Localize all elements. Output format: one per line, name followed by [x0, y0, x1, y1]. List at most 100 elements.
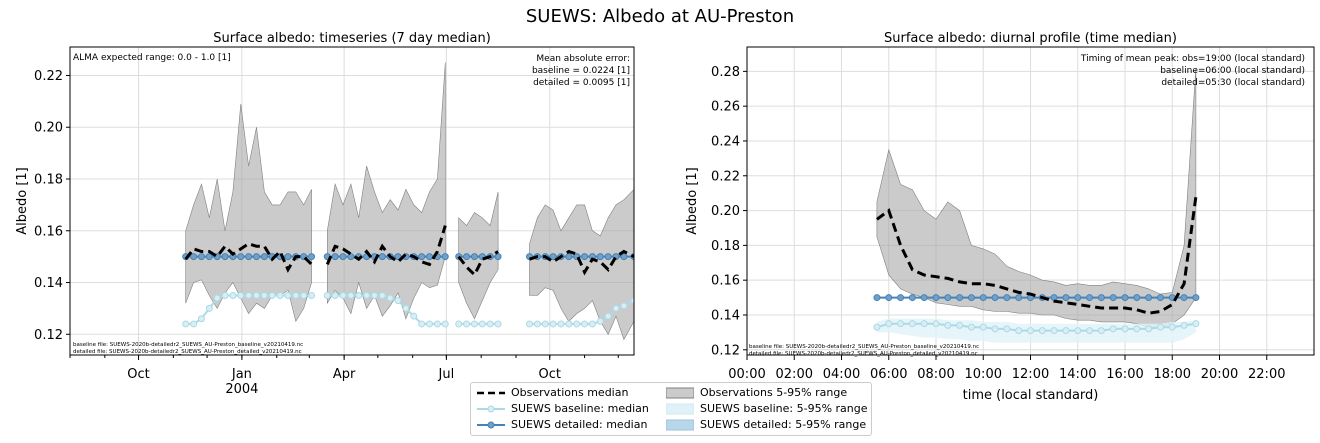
legend: Observations median SUEWS baseline: medi…: [470, 382, 872, 436]
baseline-point: [1027, 327, 1034, 335]
baseline-point: [182, 320, 190, 328]
detailed-point: [253, 253, 261, 261]
detailed-point: [1156, 294, 1164, 302]
x-tick-label: Oct: [127, 367, 149, 382]
x-tick-label: 06:00: [870, 367, 907, 382]
detailed-point: [549, 253, 557, 261]
baseline-point: [378, 291, 386, 299]
x-tick-label: Apr: [333, 367, 356, 382]
file-info-line: detailed file: SUEWS-2020b-detailedr2_SU…: [73, 349, 302, 355]
obs-5-95-range-band: [458, 191, 499, 320]
baseline-point: [410, 312, 418, 320]
peak-timing-annotation-line: Timing of mean peak: obs=19:00 (local st…: [1080, 54, 1305, 64]
detailed-point: [956, 294, 964, 302]
baseline-point: [426, 320, 434, 328]
legend-label-baseline-range: SUEWS baseline: 5-95% range: [700, 402, 868, 415]
detailed-point: [1062, 294, 1070, 302]
detailed-point: [190, 253, 198, 261]
obs-median-line: [457, 250, 499, 278]
baseline-point: [441, 320, 449, 328]
detailed-point: [1145, 294, 1153, 302]
y-tick-label: 0.20: [34, 121, 63, 136]
baseline-point: [630, 297, 634, 305]
baseline-point: [979, 323, 987, 331]
baseline-point: [470, 320, 478, 328]
baseline-point: [386, 294, 394, 302]
legend-swatch-baseline-median: [477, 405, 505, 413]
baseline-point: [486, 320, 494, 328]
detailed-point: [944, 294, 952, 302]
baseline-point: [463, 320, 471, 328]
detailed-point: [932, 294, 940, 302]
detailed-point: [920, 294, 928, 302]
x-tick-label: 16:00: [1106, 367, 1143, 382]
baseline-point: [370, 291, 378, 299]
obs-median-line: [876, 196, 1198, 315]
x-tick-label: 08:00: [917, 367, 954, 382]
baseline-point: [292, 291, 300, 299]
baseline-point: [268, 291, 276, 299]
legend-label-detailed-range: SUEWS detailed: 5-95% range: [700, 418, 867, 431]
baseline-point: [253, 291, 261, 299]
baseline-point: [956, 321, 964, 329]
y-tick-label: 0.22: [711, 169, 740, 184]
baseline-point: [1062, 327, 1070, 335]
baseline-point: [557, 320, 565, 328]
detailed-point: [873, 294, 881, 302]
baseline-point: [1133, 325, 1141, 333]
y-tick-label: 0.26: [711, 100, 740, 115]
baseline-point: [213, 294, 221, 302]
legend-swatch-detailed-median: [477, 421, 505, 429]
obs-median-line: [325, 225, 447, 267]
detailed-point: [426, 253, 434, 261]
diurnal-panel: 0.12 0.14 0.16 0.18 0.20 0.22 0.24 0.26 0.28 00:0…: [685, 31, 1315, 403]
x-tick-label: Jan: [231, 367, 252, 382]
baseline-point: [908, 320, 916, 328]
x-tick-label: 20:00: [1201, 367, 1238, 382]
baseline-point: [1086, 327, 1094, 335]
baseline-point: [885, 320, 893, 328]
baseline-point: [581, 320, 589, 328]
baseline-point: [1121, 325, 1129, 333]
baseline-point: [620, 302, 628, 310]
y-tick-label: 0.20: [711, 204, 740, 219]
y-tick-label: 0.12: [34, 328, 63, 343]
obs-5-95-range-band: [327, 62, 446, 320]
legend-label-obs-range: Observations 5-95% range: [700, 386, 848, 399]
mae-annotation-line: detailed = 0.0095 [1]: [533, 78, 630, 88]
baseline-point: [300, 291, 308, 299]
y-tick-label: 0.28: [711, 65, 740, 80]
baseline-point: [363, 291, 371, 299]
x-tick-label: 10:00: [965, 367, 1002, 382]
file-info-line: baseline file: SUEWS-2020b-detailedr2_SU…: [73, 342, 303, 348]
detailed-point: [1133, 294, 1141, 302]
detailed-point: [991, 294, 999, 302]
baseline-point: [1015, 327, 1023, 335]
legend-label-obs-median: Observations median: [511, 386, 629, 399]
baseline-point: [433, 320, 441, 328]
y-tick-label: 0.18: [34, 173, 63, 188]
baseline-point: [347, 291, 355, 299]
baseline-point: [588, 320, 596, 328]
baseline-point: [873, 323, 881, 331]
detailed-point: [441, 253, 449, 261]
baseline-point: [355, 291, 363, 299]
y-axis-label: Albedo [1]: [15, 167, 30, 235]
obs-5-95-range-band: [185, 103, 312, 323]
file-info-line: baseline file: SUEWS-2020b-detailedr2_SU…: [749, 344, 979, 350]
detailed-point: [1003, 294, 1011, 302]
mae-annotation-line: baseline = 0.0224 [1]: [532, 66, 630, 76]
baseline-point: [526, 320, 534, 328]
x-tick-label: Oct: [538, 367, 560, 382]
baseline-point: [221, 291, 229, 299]
baseline-point: [549, 320, 557, 328]
baseline-point: [604, 312, 612, 320]
obs-median-line: [529, 249, 634, 276]
detailed-point: [463, 253, 471, 261]
detailed-point: [604, 253, 612, 261]
detailed-point: [1109, 294, 1117, 302]
detailed-point: [979, 294, 987, 302]
x-tick-label: 12:00: [1012, 367, 1049, 382]
baseline-point: [402, 304, 410, 312]
